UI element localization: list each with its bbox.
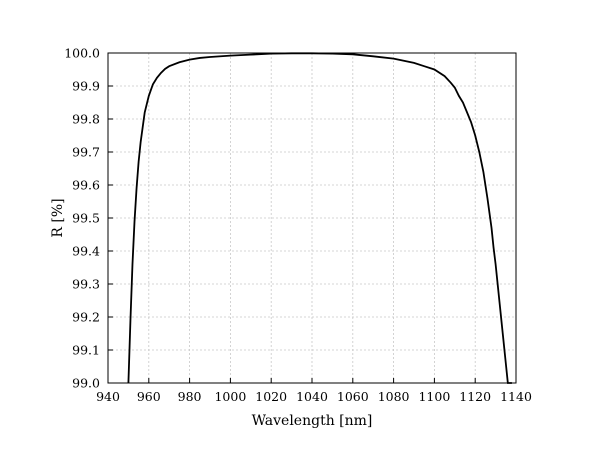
y-tick-label: 99.9 <box>72 79 100 94</box>
y-tick-label: 99.6 <box>72 178 100 193</box>
ticks: 940 960 980 1000 1020 1040 1060 1080 1100 1120 114… <box>64 46 532 405</box>
y-tick-label: 99.0 <box>72 376 100 391</box>
x-tick-label: 1020 <box>255 389 287 404</box>
x-tick-label: 940 <box>96 389 120 404</box>
series-line-reflectance <box>127 52 512 384</box>
grid <box>108 53 516 383</box>
x-tick-label: 1120 <box>459 389 491 404</box>
y-tick-label: 99.2 <box>72 310 100 325</box>
y-tick-label: 99.4 <box>72 244 100 259</box>
x-tick-label: 1000 <box>214 389 246 404</box>
x-axis-title: Wavelength [nm] <box>252 413 373 429</box>
y-tick-label: 99.8 <box>72 112 100 127</box>
y-tick-label: 99.5 <box>72 211 100 226</box>
y-tick-label: 99.7 <box>72 145 100 160</box>
y-axis-title: R [%] <box>50 198 66 237</box>
x-tick-label: 1060 <box>337 389 369 404</box>
x-tick-label: 1040 <box>296 389 328 404</box>
x-tick-label: 960 <box>137 389 161 404</box>
x-tick-label: 1140 <box>500 389 532 404</box>
x-tick-label: 980 <box>178 389 202 404</box>
x-tick-label: 1100 <box>418 389 450 404</box>
x-tick-label: 1080 <box>378 389 410 404</box>
y-tick-label: 99.3 <box>72 277 100 292</box>
y-tick-label: 100.0 <box>64 46 100 61</box>
y-tick-label: 99.1 <box>72 343 100 358</box>
